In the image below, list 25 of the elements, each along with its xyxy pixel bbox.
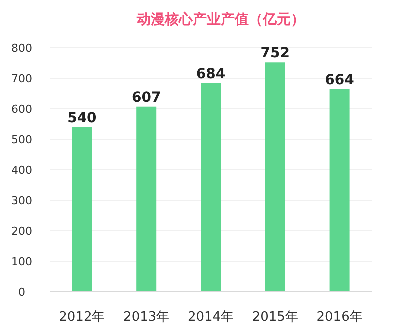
data-label: 607 [132, 90, 162, 106]
y-tick-label: 0 [18, 286, 26, 299]
y-tick-label: 100 [12, 256, 32, 268]
bar [265, 62, 286, 292]
data-label: 684 [196, 66, 226, 82]
y-tick-label: 700 [12, 72, 32, 86]
bar [201, 83, 221, 292]
y-tick-label: 400 [12, 164, 32, 177]
x-tick-label: 2015年 [252, 310, 298, 325]
data-label: 752 [260, 46, 290, 62]
x-tick-label: 2016年 [316, 310, 363, 325]
y-tick-label: 200 [12, 225, 32, 238]
bar [330, 89, 350, 292]
y-tick-label: 600 [12, 103, 32, 116]
data-label: 540 [68, 110, 98, 126]
y-tick-label: 300 [12, 194, 32, 208]
bar [72, 127, 92, 292]
y-tick-label: 500 [12, 134, 32, 146]
bar [136, 106, 157, 292]
x-tick-label: 2012年 [59, 310, 106, 325]
x-tick-label: 2013年 [124, 310, 170, 325]
chart-title: 动漫核心产业产值（亿元） [136, 11, 305, 28]
y-tick-label: 800 [12, 42, 32, 55]
x-tick-label: 2014年 [188, 310, 234, 325]
data-label: 664 [325, 72, 355, 88]
